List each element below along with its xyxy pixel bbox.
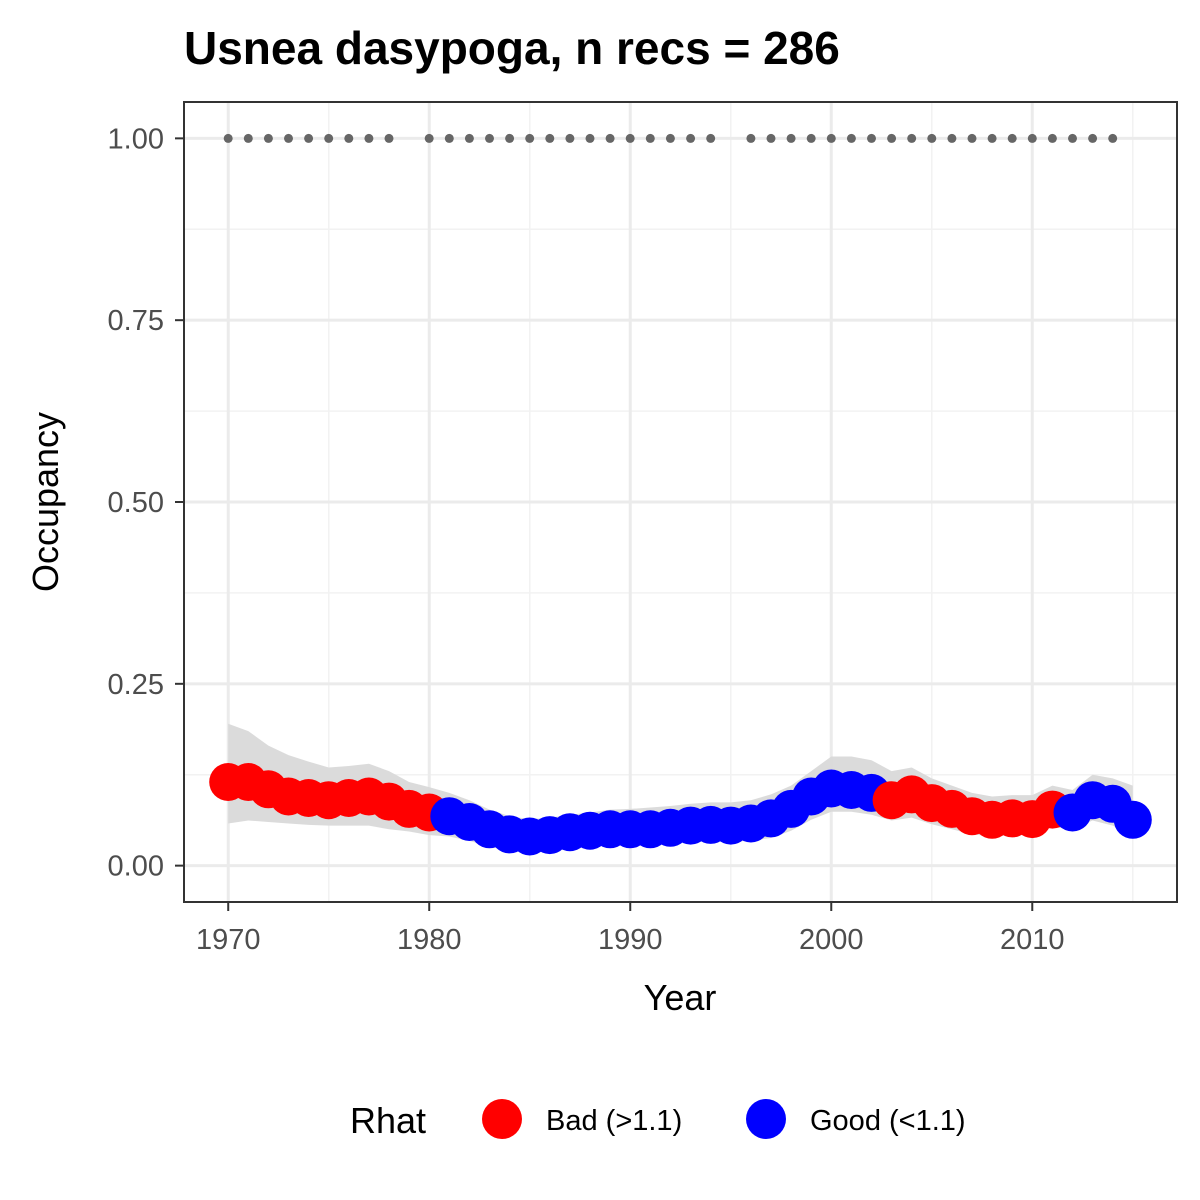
detection-point (947, 133, 957, 143)
legend-title: Rhat (350, 1100, 426, 1141)
detection-point (1027, 133, 1037, 143)
detection-point (786, 133, 796, 143)
detection-point (806, 133, 816, 143)
detection-point (867, 133, 876, 143)
y-tick-label: 0.25 (108, 669, 164, 701)
detection-point (967, 133, 977, 143)
detection-point (686, 133, 696, 143)
x-tick-label: 1970 (196, 924, 261, 956)
y-axis-title: Occupancy (25, 412, 66, 592)
x-axis: 1970 1980 1990 2000 2010 (196, 902, 1065, 956)
detection-point (1047, 133, 1057, 143)
detection-point (907, 133, 917, 143)
detection-point (525, 133, 535, 143)
x-tick-label: 1980 (397, 924, 462, 956)
detection-point (284, 133, 293, 143)
detection-point (605, 133, 615, 143)
detection-point (263, 133, 273, 143)
detection-point (645, 133, 655, 143)
detection-point (706, 133, 716, 143)
detection-point (344, 133, 354, 143)
detection-point (304, 133, 314, 143)
detection-point (505, 133, 515, 143)
detection-point (887, 133, 897, 143)
detection-point (846, 133, 856, 143)
detection-point (987, 133, 997, 143)
chart-title: Usnea dasypoga, n recs = 286 (184, 22, 840, 74)
detection-point (1068, 133, 1077, 143)
legend-label-good: Good (<1.1) (810, 1105, 966, 1137)
occupancy-points (209, 763, 1152, 856)
y-axis: 0.00 0.25 0.50 0.75 1.00 (108, 123, 184, 883)
occupancy-point (1113, 800, 1152, 839)
detection-point (223, 133, 233, 143)
detection-point (1088, 133, 1098, 143)
detection-point (1007, 133, 1017, 143)
y-tick-label: 1.00 (108, 123, 164, 155)
detection-point (464, 133, 474, 143)
legend-key-good (746, 1099, 786, 1139)
detection-point (826, 133, 836, 143)
detection-point (243, 133, 253, 143)
y-tick-label: 0.75 (108, 305, 164, 337)
detection-point (927, 133, 937, 143)
detection-point (665, 133, 675, 143)
detection-point (324, 133, 334, 143)
detection-point (1108, 133, 1118, 143)
detection-points (223, 133, 1118, 143)
detection-point (625, 133, 635, 143)
detection-point (746, 133, 756, 143)
legend-label-bad: Bad (>1.1) (546, 1105, 682, 1137)
detection-point (384, 133, 394, 143)
detection-point (424, 133, 434, 143)
detection-point (364, 133, 374, 143)
detection-point (444, 133, 454, 143)
x-tick-label: 2010 (1000, 924, 1065, 956)
legend-key-bad (482, 1099, 522, 1139)
y-tick-label: 0.50 (108, 487, 164, 519)
x-axis-title: Year (644, 977, 717, 1018)
detection-point (585, 133, 595, 143)
detection-point (766, 133, 776, 143)
detection-point (545, 133, 555, 143)
detection-point (485, 133, 494, 143)
detection-point (565, 133, 575, 143)
y-tick-label: 0.00 (108, 851, 164, 883)
x-tick-label: 2000 (799, 924, 864, 956)
x-tick-label: 1990 (598, 924, 663, 956)
legend: Rhat Bad (>1.1) Good (<1.1) (350, 1099, 966, 1141)
